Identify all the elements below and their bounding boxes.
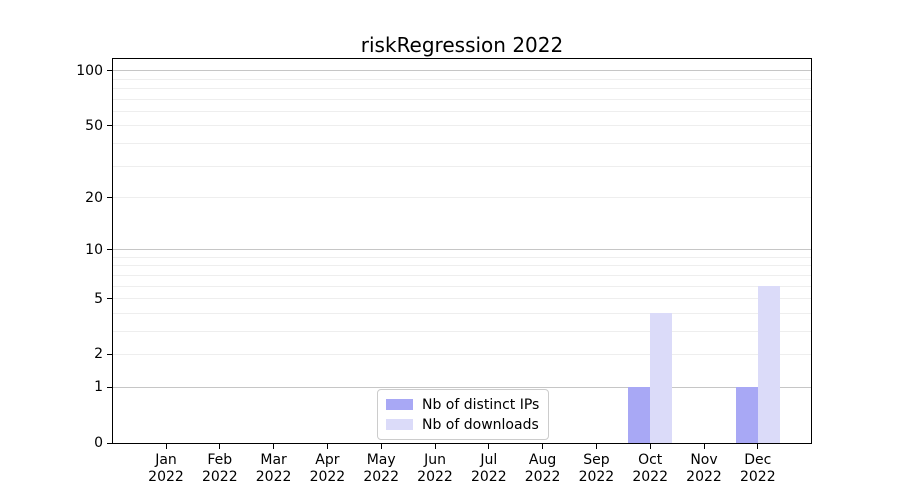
- major-gridline: [113, 70, 811, 72]
- y-tick-mark: [107, 125, 112, 127]
- x-tick-mark: [542, 444, 544, 449]
- x-tick-mark: [273, 444, 275, 449]
- x-tick-mark: [326, 444, 328, 449]
- major-gridline: [113, 249, 811, 251]
- bar-nb-of-downloads-oct: [650, 313, 673, 443]
- x-tick-label: May 2022: [363, 452, 399, 485]
- bar-nb-of-distinct-ips-oct: [628, 387, 651, 443]
- y-tick-label: 20: [85, 189, 103, 206]
- x-tick-label: Oct 2022: [632, 452, 668, 485]
- x-tick-label: Mar 2022: [255, 452, 292, 485]
- legend-item-downloads: Nb of downloads: [386, 415, 539, 434]
- x-tick-label: Dec 2022: [739, 452, 776, 485]
- minor-gridline: [113, 298, 811, 300]
- x-tick-mark: [434, 444, 436, 449]
- x-tick-mark: [595, 444, 597, 449]
- x-tick-label: Sep 2022: [578, 452, 615, 485]
- y-tick-mark: [107, 249, 112, 251]
- y-tick-label: 0: [94, 435, 103, 451]
- minor-gridline: [113, 197, 811, 198]
- plot-area: Nb of distinct IPs Nb of downloads: [112, 58, 812, 444]
- x-tick-mark: [757, 444, 759, 449]
- x-tick-label: Aug 2022: [524, 452, 561, 485]
- x-tick-label: Jul 2022: [470, 452, 507, 485]
- legend-swatch-downloads: [386, 419, 413, 430]
- minor-gridline: [113, 165, 811, 167]
- y-tick-label: 5: [94, 290, 103, 307]
- legend-swatch-distinct-ips: [386, 399, 413, 410]
- major-gridline: [113, 386, 811, 388]
- y-tick-mark: [107, 70, 112, 72]
- minor-gridline: [113, 98, 811, 100]
- legend-label: Nb of distinct IPs: [422, 396, 540, 413]
- x-tick-mark: [165, 444, 167, 449]
- minor-gridline: [113, 285, 811, 287]
- y-tick-mark: [107, 298, 112, 300]
- y-tick-mark: [107, 353, 112, 355]
- minor-gridline: [113, 125, 811, 127]
- x-tick-label: Feb 2022: [201, 452, 238, 485]
- minor-gridline: [113, 353, 811, 355]
- x-tick-mark: [219, 444, 221, 449]
- y-tick-mark: [107, 442, 112, 444]
- minor-gridline: [113, 88, 811, 90]
- bar-nb-of-distinct-ips-dec: [735, 387, 758, 443]
- y-tick-label: 50: [85, 117, 103, 134]
- minor-gridline: [113, 312, 811, 314]
- bar-nb-of-downloads-dec: [757, 286, 780, 443]
- minor-gridline: [113, 78, 811, 80]
- y-tick-label: 10: [85, 241, 103, 258]
- chart-title: riskRegression 2022: [360, 33, 564, 57]
- y-tick-mark: [107, 197, 112, 198]
- x-tick-mark: [380, 444, 382, 449]
- minor-gridline: [113, 330, 811, 332]
- minor-gridline: [113, 143, 811, 145]
- legend-label: Nb of downloads: [422, 416, 539, 433]
- x-tick-label: Apr 2022: [309, 452, 346, 485]
- x-tick-mark: [488, 444, 490, 449]
- y-tick-label: 2: [94, 346, 103, 363]
- legend: Nb of distinct IPs Nb of downloads: [377, 389, 550, 440]
- minor-gridline: [113, 274, 811, 276]
- x-tick-mark: [703, 444, 705, 449]
- minor-gridline: [113, 265, 811, 267]
- x-tick-mark: [649, 444, 651, 449]
- x-tick-label: Nov 2022: [686, 452, 722, 485]
- y-tick-label: 1: [94, 379, 103, 396]
- bar-layer: [113, 59, 811, 443]
- minor-gridline: [113, 256, 811, 258]
- minor-gridline: [113, 111, 811, 113]
- y-tick-mark: [107, 386, 112, 388]
- grid-layer: [113, 59, 811, 443]
- x-tick-label: Jan 2022: [148, 452, 184, 485]
- x-tick-label: Jun 2022: [417, 452, 453, 485]
- y-tick-label: 100: [76, 62, 103, 79]
- legend-item-distinct-ips: Nb of distinct IPs: [386, 395, 539, 414]
